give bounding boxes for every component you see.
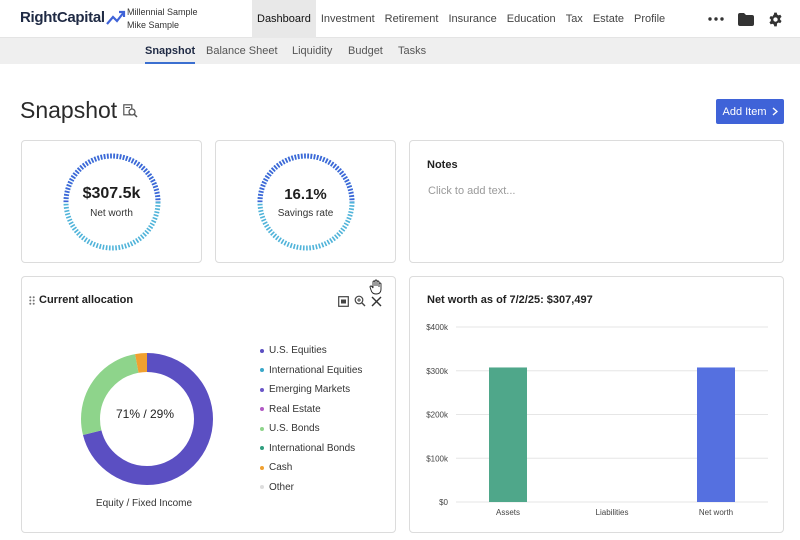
nav-icons: [708, 0, 783, 38]
allocation-donut: [81, 353, 213, 485]
hand-cursor-icon: [369, 279, 382, 295]
add-item-label: Add Item: [722, 105, 767, 118]
notes-title: Notes: [427, 159, 458, 171]
more-icon[interactable]: [708, 16, 724, 22]
y-tick-label: $400k: [426, 323, 449, 332]
gear-icon[interactable]: [768, 12, 783, 27]
nav-item-insurance[interactable]: Insurance: [448, 13, 497, 25]
slice-us-bonds: [81, 353, 213, 485]
legend-label: International Bonds: [269, 442, 356, 454]
y-tick-label: $0: [439, 498, 448, 507]
bar-assets[interactable]: [489, 367, 527, 502]
net-worth-value: $307.5k: [82, 185, 141, 202]
legend-item[interactable]: Other: [260, 478, 362, 498]
slice-cash: [81, 353, 213, 485]
y-tick-label: $300k: [426, 367, 449, 376]
nav-item-tax[interactable]: Tax: [565, 13, 583, 25]
add-item-button[interactable]: Add Item: [716, 99, 784, 124]
legend-label: Real Estate: [269, 403, 321, 415]
net-worth-card[interactable]: $307.5k Net worth: [21, 140, 202, 263]
legend-label: Cash: [269, 462, 293, 474]
notes-card: Notes Click to add text...: [409, 140, 784, 263]
y-tick-label: $100k: [426, 454, 449, 463]
legend-label: International Equities: [269, 364, 363, 376]
net-worth-bar-chart: $0 $100k $200k $300k $400k Assets Liabilities N…: [426, 323, 768, 517]
net-worth-gauge: [63, 153, 161, 251]
sub-nav: Snapshot Balance Sheet Liquidity Budget …: [0, 38, 800, 64]
savings-rate-card[interactable]: 16.1% Savings rate: [215, 140, 396, 263]
tab-snapshot[interactable]: Snapshot: [145, 38, 196, 64]
net-worth-chart-card: Net worth as of 7/2/25: $307,497 $0 $100k…: [409, 276, 784, 533]
notes-input[interactable]: Click to add text...: [428, 185, 516, 197]
brand-logo[interactable]: RightCapital: [20, 9, 126, 26]
logo-arrow-icon: [105, 10, 125, 25]
chart-title: Net worth as of 7/2/25: $307,497: [427, 294, 593, 306]
card-toolbar: [338, 295, 382, 307]
top-bar: RightCapital Millennial Sample Mike Samp…: [0, 0, 800, 38]
legend-item[interactable]: Real Estate: [260, 400, 362, 420]
brand-name: RightCapital: [20, 9, 105, 26]
nav-item-profile[interactable]: Profile: [634, 13, 666, 25]
folder-icon[interactable]: [738, 12, 754, 26]
legend-label: Emerging Markets: [269, 384, 351, 396]
x-tick-label: Assets: [496, 508, 520, 517]
x-tick-label: Net worth: [699, 508, 733, 517]
zoom-in-icon[interactable]: [354, 295, 366, 307]
x-tick-label: Liabilities: [596, 508, 629, 517]
nav-item-education[interactable]: Education: [506, 13, 556, 25]
chevron-right-icon: [772, 107, 778, 116]
legend-dot: [260, 446, 264, 451]
search-document-icon[interactable]: [123, 104, 138, 118]
tab-budget[interactable]: Budget: [348, 45, 383, 57]
savings-rate-label: Savings rate: [277, 208, 334, 219]
legend-dot: [260, 426, 264, 431]
legend-item[interactable]: U.S. Bonds: [260, 419, 362, 439]
allocation-card: Current allocation 71% / 29% Equity / Fi…: [21, 276, 396, 533]
legend-dot: [260, 387, 264, 392]
legend-label: U.S. Equities: [269, 345, 327, 357]
y-tick-label: $200k: [426, 411, 449, 420]
legend-dot: [260, 485, 264, 490]
legend-item[interactable]: Emerging Markets: [260, 380, 362, 400]
close-icon[interactable]: [371, 296, 382, 307]
client-names[interactable]: Millennial Sample Mike Sample: [127, 6, 198, 32]
client-name-1: Millennial Sample: [127, 7, 198, 17]
legend-dot: [260, 465, 264, 470]
legend-label: Other: [269, 481, 295, 493]
donut-caption: Equity / Fixed Income: [95, 498, 193, 509]
net-worth-label: Net worth: [90, 208, 133, 219]
bar-net-worth[interactable]: [697, 367, 735, 502]
tab-liquidity[interactable]: Liquidity: [292, 45, 333, 57]
legend-dot: [260, 348, 264, 353]
image-icon[interactable]: [338, 295, 349, 307]
legend-item[interactable]: International Bonds: [260, 439, 362, 459]
drag-handle-icon[interactable]: [29, 296, 35, 305]
main-nav: Dashboard Investment Retirement Insuranc…: [252, 0, 670, 38]
page-title: Snapshot: [20, 97, 118, 123]
legend-item[interactable]: Cash: [260, 458, 362, 478]
tab-tasks[interactable]: Tasks: [398, 45, 427, 57]
nav-item-dashboard[interactable]: Dashboard: [252, 0, 316, 38]
legend-label: U.S. Bonds: [269, 423, 320, 435]
allocation-title: Current allocation: [39, 294, 134, 306]
legend-dot: [260, 407, 264, 412]
client-name-2: Mike Sample: [127, 20, 180, 30]
savings-rate-gauge: [257, 153, 355, 251]
tab-balance-sheet[interactable]: Balance Sheet: [206, 45, 278, 57]
legend-dot: [260, 368, 264, 373]
legend-item[interactable]: International Equities: [260, 361, 362, 381]
legend-item[interactable]: U.S. Equities: [260, 341, 362, 361]
donut-center-text: 71% / 29%: [115, 407, 175, 421]
savings-rate-value: 16.1%: [284, 186, 327, 203]
allocation-legend: U.S. Equities International Equities Eme…: [260, 341, 362, 497]
nav-item-estate[interactable]: Estate: [592, 13, 624, 25]
nav-item-retirement[interactable]: Retirement: [384, 13, 439, 25]
nav-item-investment[interactable]: Investment: [320, 13, 375, 25]
